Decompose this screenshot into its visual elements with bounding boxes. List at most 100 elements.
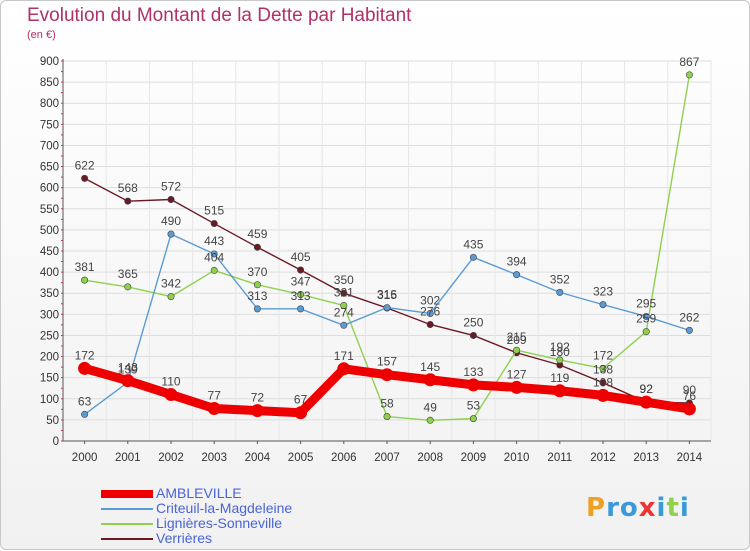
data-label: 572 xyxy=(161,179,181,193)
legend-swatch-lignieres xyxy=(101,523,153,525)
data-label: 172 xyxy=(593,348,613,362)
data-label: 435 xyxy=(463,237,483,251)
data-label: 313 xyxy=(247,289,267,303)
data-point xyxy=(210,220,218,228)
data-point xyxy=(426,320,434,328)
data-label: 133 xyxy=(463,365,483,379)
data-label: 67 xyxy=(294,393,308,407)
data-point xyxy=(553,384,567,398)
y-tick-label: 100 xyxy=(40,394,59,406)
data-point xyxy=(294,406,308,420)
data-point xyxy=(167,230,175,238)
y-tick-label: 850 xyxy=(40,77,59,89)
data-label: 347 xyxy=(291,274,311,288)
data-point xyxy=(469,253,477,261)
y-tick-label: 400 xyxy=(40,267,59,279)
data-point xyxy=(380,368,394,382)
data-point xyxy=(81,174,89,182)
data-point xyxy=(513,271,521,279)
y-tick-label: 800 xyxy=(40,98,59,110)
data-point xyxy=(297,266,305,274)
x-tick-label: 2001 xyxy=(115,452,141,464)
data-point xyxy=(340,321,348,329)
x-tick-label: 2009 xyxy=(461,452,487,464)
data-label: 108 xyxy=(593,375,613,389)
proxiti-logo: Proxiti xyxy=(586,493,690,523)
data-label: 321 xyxy=(334,285,354,299)
data-label: 404 xyxy=(204,250,224,264)
y-tick-label: 900 xyxy=(40,56,59,68)
data-point xyxy=(81,410,89,418)
legend-label: Lignières-Sonneville xyxy=(156,515,283,531)
data-label: 250 xyxy=(463,315,483,329)
data-point xyxy=(210,250,218,258)
data-label: 180 xyxy=(550,345,570,359)
data-point xyxy=(78,361,92,375)
x-tick-label: 2013 xyxy=(633,452,659,464)
data-label: 622 xyxy=(75,158,95,172)
data-point xyxy=(556,288,564,296)
x-tick-label: 2004 xyxy=(245,452,271,464)
data-label: 157 xyxy=(377,355,397,369)
data-point xyxy=(297,305,305,313)
y-tick-label: 0 xyxy=(53,436,59,448)
data-label: 139 xyxy=(118,362,138,376)
legend-label: AMBLEVILLE xyxy=(156,485,242,501)
data-point xyxy=(469,331,477,339)
data-point xyxy=(642,328,650,336)
data-point xyxy=(121,374,135,388)
data-label: 119 xyxy=(550,371,569,385)
data-point xyxy=(124,283,132,291)
data-label: 313 xyxy=(291,289,311,303)
data-point xyxy=(383,304,391,312)
y-tick-label: 700 xyxy=(40,140,59,152)
data-label: 295 xyxy=(636,296,656,310)
legend-item-lignieres: Lignières-Sonneville xyxy=(101,516,401,531)
data-label: 568 xyxy=(118,181,138,195)
x-tick-label: 2006 xyxy=(331,452,357,464)
legend-swatch-criteuil xyxy=(101,508,153,510)
data-label: 110 xyxy=(161,375,180,389)
x-tick-label: 2011 xyxy=(547,452,572,464)
x-tick-label: 2007 xyxy=(374,452,400,464)
data-label: 259 xyxy=(636,312,656,326)
data-label: 315 xyxy=(377,288,397,302)
data-point xyxy=(423,373,437,387)
data-label: 262 xyxy=(679,310,699,324)
legend-swatch-verrieres xyxy=(101,538,153,540)
data-label: 342 xyxy=(161,277,181,291)
data-label: 92 xyxy=(640,382,654,396)
data-point xyxy=(426,309,434,317)
data-label: 443 xyxy=(204,234,224,248)
data-point xyxy=(596,388,610,402)
data-label: 381 xyxy=(75,260,95,274)
data-point xyxy=(426,416,434,424)
y-tick-label: 350 xyxy=(40,288,59,300)
legend-item-verrieres: Verrières xyxy=(101,531,401,546)
y-tick-label: 150 xyxy=(40,373,59,385)
data-label: 72 xyxy=(251,391,265,405)
data-label: 127 xyxy=(507,367,527,381)
data-point xyxy=(599,301,607,309)
data-label: 459 xyxy=(247,227,267,241)
data-label: 90 xyxy=(683,383,697,397)
data-label: 394 xyxy=(507,255,527,269)
data-point xyxy=(210,266,218,274)
data-label: 490 xyxy=(161,214,181,228)
data-point xyxy=(81,276,89,284)
y-tick-label: 300 xyxy=(40,309,59,321)
y-tick-label: 550 xyxy=(40,204,59,216)
data-point xyxy=(167,293,175,301)
y-tick-label: 450 xyxy=(40,246,59,258)
legend-label: Criteuil-la-Magdeleine xyxy=(156,500,293,516)
data-point xyxy=(164,388,178,402)
data-label: 215 xyxy=(507,330,527,344)
y-tick-label: 250 xyxy=(40,330,59,342)
y-tick-label: 600 xyxy=(40,183,59,195)
data-label: 274 xyxy=(334,305,354,319)
data-point xyxy=(469,415,477,423)
x-tick-label: 2010 xyxy=(504,452,530,464)
data-point xyxy=(642,312,650,320)
x-tick-label: 2002 xyxy=(158,452,184,464)
